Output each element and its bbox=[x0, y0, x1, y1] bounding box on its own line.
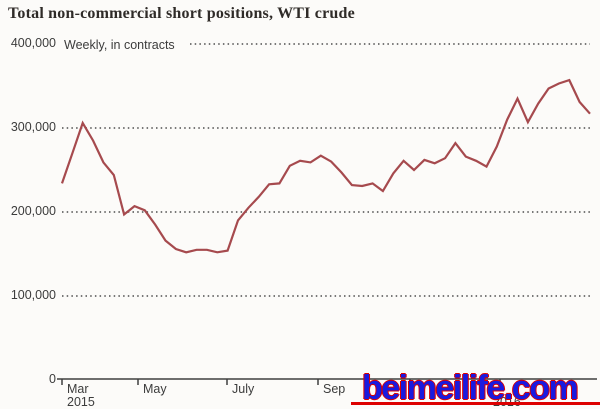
chart-title: Total non-commercial short positions, WT… bbox=[8, 5, 355, 22]
x-axis-label: July bbox=[232, 382, 255, 396]
chart-subtitle: Weekly, in contracts bbox=[64, 38, 175, 52]
y-axis-label: 0 bbox=[49, 372, 56, 386]
watermark-text: beimeilife.com bbox=[362, 369, 579, 407]
x-axis-label: Mar bbox=[67, 382, 89, 396]
series-line bbox=[60, 78, 591, 254]
y-axis-label: 300,000 bbox=[10, 120, 56, 134]
x-axis-label: Sep bbox=[323, 382, 346, 396]
x-axis-label: May bbox=[143, 382, 167, 396]
y-axis-label: 400,000 bbox=[10, 36, 56, 50]
y-axis-label: 200,000 bbox=[10, 204, 56, 218]
y-axis-label: 100,000 bbox=[10, 288, 56, 302]
x-axis-year-label: 2015 bbox=[67, 395, 95, 409]
watermark-underline bbox=[351, 402, 600, 405]
